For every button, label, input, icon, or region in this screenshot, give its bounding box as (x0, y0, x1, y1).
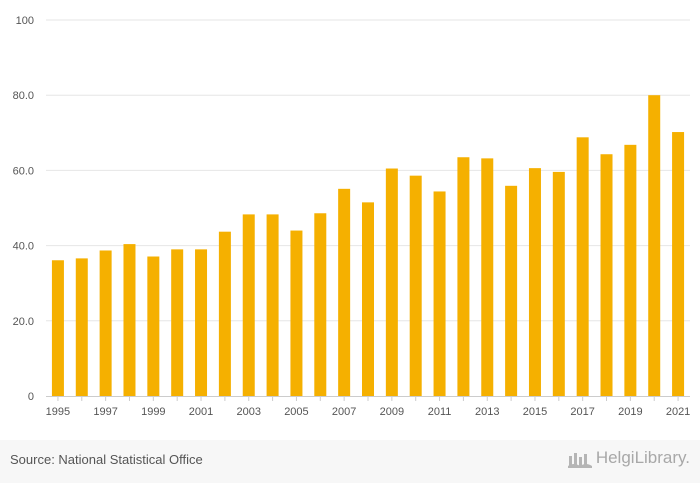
bar-1998 (123, 244, 136, 396)
y-tick-label: 80.0 (13, 90, 34, 102)
bar-2016 (552, 171, 565, 396)
bar-2017 (576, 137, 589, 396)
bar-2004 (266, 214, 279, 396)
logo-text: HelgiLibrary. (595, 448, 690, 467)
x-axis-ticks: 1995 1997 1999 2001 2003 2005 2007 2009 2011 2013… (46, 396, 690, 418)
bar-1996 (75, 258, 88, 396)
bar-chart: 0 20.0 40.0 60.0 80.0 100 1995 1997 1999 2001 200… (13, 15, 691, 418)
bar-2021 (672, 132, 685, 396)
bar-2007 (338, 188, 351, 396)
x-tick-label: 2011 (428, 406, 452, 418)
x-tick-label: 2007 (332, 406, 356, 418)
bar-2015 (528, 168, 541, 396)
bar-2010 (409, 175, 422, 396)
x-tick-label: 1999 (141, 406, 165, 418)
x-tick-label: 2003 (236, 406, 260, 418)
bar-2001 (195, 249, 208, 396)
bar-2009 (385, 168, 398, 396)
y-tick-label: 0 (28, 391, 34, 403)
y-tick-label: 20.0 (13, 316, 34, 328)
library-icon (567, 453, 592, 468)
x-tick-label: 2013 (475, 406, 499, 418)
bar-1997 (99, 250, 112, 396)
x-tick-label: 1997 (93, 406, 117, 418)
y-axis-ticks: 0 20.0 40.0 60.0 80.0 100 (13, 15, 34, 403)
y-tick-label: 60.0 (13, 165, 34, 177)
x-tick-label: 2017 (570, 406, 594, 418)
x-tick-label: 1995 (46, 406, 70, 418)
bar-2011 (433, 191, 446, 396)
bar-2019 (624, 144, 637, 396)
footer: Source: National Statistical Office Helg… (0, 440, 700, 483)
bar-1995 (51, 260, 64, 396)
bars (51, 95, 685, 396)
y-tick-label: 100 (16, 15, 34, 27)
bar-2000 (171, 249, 184, 396)
bar-2012 (457, 157, 470, 396)
x-tick-label: 2001 (189, 406, 213, 418)
helgi-library-logo[interactable]: HelgiLibrary. (567, 448, 690, 468)
x-tick-label: 2005 (284, 406, 308, 418)
x-tick-label: 2015 (523, 406, 547, 418)
bar-2013 (481, 158, 494, 396)
bar-2003 (242, 214, 255, 396)
bar-2020 (648, 95, 661, 396)
bar-2006 (314, 213, 327, 396)
x-tick-label: 2021 (666, 406, 690, 418)
y-tick-label: 40.0 (13, 241, 34, 253)
bar-1999 (147, 256, 160, 396)
source-text: Source: National Statistical Office (10, 452, 203, 467)
bar-2018 (600, 154, 613, 396)
bar-2005 (290, 230, 303, 396)
bar-2002 (218, 231, 231, 396)
bar-2008 (362, 202, 374, 396)
bar-2014 (505, 185, 518, 396)
x-tick-label: 2019 (618, 406, 642, 418)
x-tick-label: 2009 (380, 406, 404, 418)
